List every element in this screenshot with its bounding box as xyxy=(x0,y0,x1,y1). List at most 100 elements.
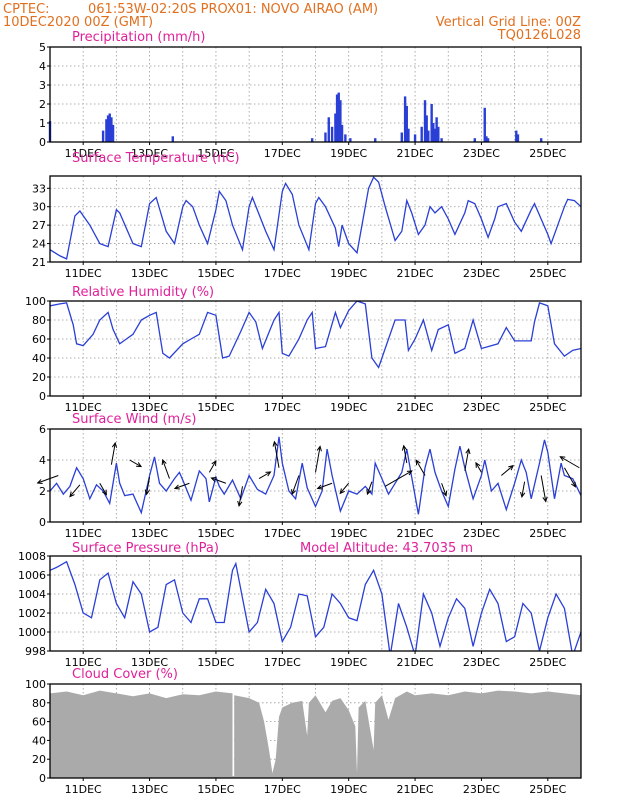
precip-bar xyxy=(432,123,435,142)
wind-xtick-label: 15DEC xyxy=(197,527,234,540)
temp-line xyxy=(50,176,581,260)
wind-vector xyxy=(110,442,116,465)
wind-vector xyxy=(560,456,580,469)
cloud-xtick-label: 11DEC xyxy=(65,783,102,796)
wind-vector-head xyxy=(210,476,217,482)
cloud-frame xyxy=(49,683,582,779)
wind-xtick-label: 19DEC xyxy=(330,527,367,540)
press-xtick-label: 17DEC xyxy=(264,656,301,669)
wind-xtick-label: 23DEC xyxy=(463,527,500,540)
precip-bar xyxy=(440,138,443,142)
precip-xtick-label: 17DEC xyxy=(264,147,301,160)
precip-ytick-label: 2 xyxy=(39,98,46,111)
temp-xtick-label: 21DEC xyxy=(397,267,434,280)
humid-title: Relative Humidity (%) xyxy=(72,285,214,300)
wind-xtick-label: 13DEC xyxy=(131,527,168,540)
press-xtick-label: 13DEC xyxy=(131,656,168,669)
wind-vector xyxy=(403,445,408,464)
precip-bar xyxy=(324,132,327,142)
wind-vector-head xyxy=(559,456,566,462)
wind-vector-head xyxy=(144,489,150,496)
temp-ytick-label: 30 xyxy=(32,201,46,214)
wind-vector xyxy=(384,470,413,487)
wind-vector xyxy=(258,471,271,480)
precip-xtick-label: 25DEC xyxy=(529,147,566,160)
wind-vector-head xyxy=(111,441,118,448)
precip-bar xyxy=(413,134,417,142)
temp-xtick-label: 25DEC xyxy=(529,267,566,280)
wind-vector-head xyxy=(69,491,75,498)
precip-bar xyxy=(483,107,486,142)
humid-xtick-label: 15DEC xyxy=(197,401,234,414)
precip-bar xyxy=(420,126,423,142)
precip-bar xyxy=(539,138,543,142)
humid-ytick-label: 60 xyxy=(32,333,46,346)
humid-xtick-label: 13DEC xyxy=(131,401,168,414)
press-ytick-label: 1002 xyxy=(18,607,46,620)
wind-line xyxy=(50,436,581,515)
press-xtick-label: 15DEC xyxy=(197,656,234,669)
wind-ytick-label: 4 xyxy=(39,454,46,467)
cloud-xtick-label: 13DEC xyxy=(131,783,168,796)
precip-bar xyxy=(349,138,352,142)
humid-ytick-label: 0 xyxy=(39,390,46,403)
wind-panel: 0 2 4 6 11DEC 13DEC 15DEC 17DEC 19DEC 21DEC 23DEC 2… xyxy=(36,412,582,540)
precip-bar xyxy=(433,128,437,142)
wind-vector xyxy=(415,460,426,476)
precip-bar xyxy=(108,113,111,142)
precip-xtick-label: 11DEC xyxy=(65,147,102,160)
precip-bar xyxy=(310,138,314,142)
precip-bar xyxy=(335,94,339,142)
temp-frame xyxy=(49,175,582,263)
wind-ytick-label: 0 xyxy=(39,516,46,529)
press-ytick-label: 1000 xyxy=(18,626,46,639)
temp-title: Surface Temperature (nC) xyxy=(72,151,240,166)
wind-vector-head xyxy=(415,459,421,466)
precip-bar xyxy=(435,117,438,142)
wind-vector xyxy=(69,484,81,497)
cloud-ytick-label: 0 xyxy=(39,772,46,785)
precip-bar xyxy=(437,126,440,142)
wind-vector xyxy=(174,482,190,489)
cloud-title: Cloud Cover (%) xyxy=(72,667,178,682)
press-ytick-label: 998 xyxy=(25,645,46,658)
precip-bar xyxy=(330,126,334,142)
precip-bar xyxy=(339,100,342,142)
humid-xtick-label: 11DEC xyxy=(65,401,102,414)
temp-panel: 21 24 27 30 33 11DEC 13DEC 15DEC 17DEC 19DEC 21DEC… xyxy=(32,151,582,280)
wind-vector xyxy=(317,482,333,489)
precip-xtick-label: 13DEC xyxy=(131,147,168,160)
precip-frame xyxy=(49,46,582,143)
wind-vector xyxy=(208,460,217,473)
precip-bar xyxy=(327,117,330,142)
press-xtick-label: 21DEC xyxy=(397,656,434,669)
wind-vector-head xyxy=(401,444,408,451)
precip-xtick-label: 15DEC xyxy=(197,147,234,160)
cloud-xtick-label: 21DEC xyxy=(397,783,434,796)
wind-vector-head xyxy=(406,470,413,476)
precip-ytick-label: 1 xyxy=(39,117,46,130)
precip-bar xyxy=(110,117,113,142)
wind-ytick-label: 2 xyxy=(39,485,46,498)
wind-vector xyxy=(238,486,243,506)
cloud-ytick-label: 60 xyxy=(32,716,46,729)
precip-bar xyxy=(374,138,377,142)
cloud-panel: 0 20 40 60 80 100 11DEC 13DEC 15DEC 17DEC 19DEC 21D… xyxy=(25,667,582,796)
temp-ytick-label: 21 xyxy=(32,256,46,269)
wind-vector-head xyxy=(265,471,272,477)
precip-bar xyxy=(334,113,337,142)
wind-vector-head xyxy=(316,445,322,452)
precip-xtick-label: 21DEC xyxy=(397,147,434,160)
wind-vector-head xyxy=(508,464,515,471)
humid-ytick-label: 100 xyxy=(25,295,46,308)
wind-vector xyxy=(37,475,59,484)
press-ytick-label: 1006 xyxy=(18,569,46,582)
precip-bar xyxy=(106,115,110,142)
humid-xtick-label: 21DEC xyxy=(397,401,434,414)
wind-vector xyxy=(99,483,107,495)
wind-vector-head xyxy=(570,481,576,488)
temp-xtick-label: 11DEC xyxy=(65,267,102,280)
precip-xtick-label: 23DEC xyxy=(463,147,500,160)
cloud-xtick-label: 19DEC xyxy=(330,783,367,796)
